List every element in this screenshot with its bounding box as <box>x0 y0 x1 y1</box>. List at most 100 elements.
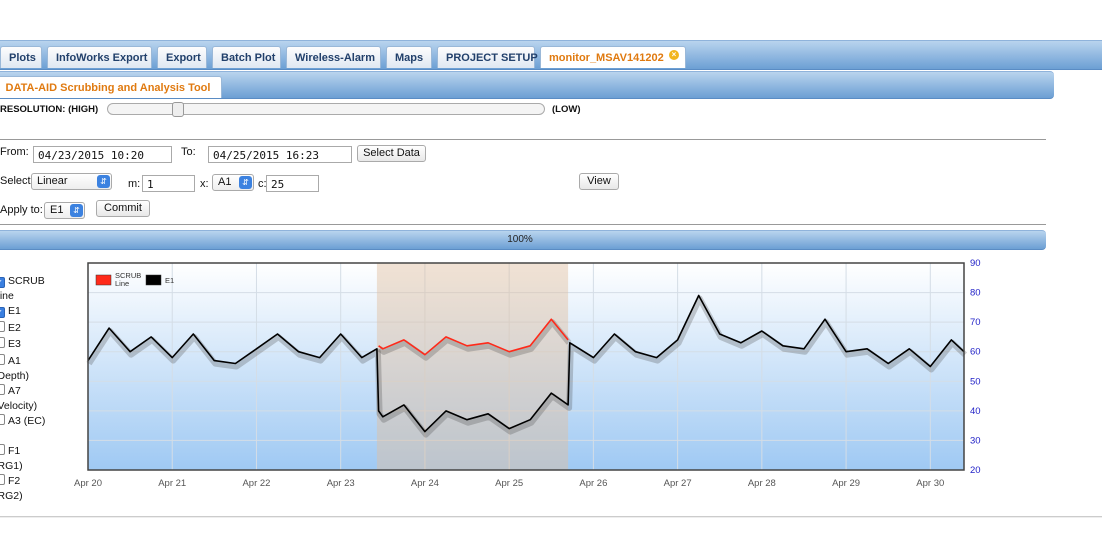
tab[interactable]: Plots <box>0 46 42 68</box>
app-window: Plots InfoWorks Export Export Batch Plot Wir… <box>0 38 1102 518</box>
from-input[interactable]: 04/23/2015 10:20 <box>33 146 172 163</box>
from-label: From: <box>0 146 29 158</box>
checkbox[interactable]: ✓ <box>0 307 5 318</box>
checklist-item[interactable]: E3 <box>0 337 48 352</box>
plot-border <box>87 262 965 471</box>
checkbox[interactable] <box>0 413 5 425</box>
tab[interactable]: Export <box>157 46 207 68</box>
select-data-button[interactable]: Select Data <box>357 145 426 162</box>
apply-dropdown[interactable]: E1 ⇵ <box>44 202 85 219</box>
m-label: m: <box>128 178 141 190</box>
x-label: x: <box>200 178 209 190</box>
tab[interactable]: Wireless-Alarm <box>286 46 381 68</box>
tab[interactable]: Maps <box>386 46 432 68</box>
y-tick-label: 60 <box>970 347 981 358</box>
checklist-item[interactable]: E2 <box>0 320 48 336</box>
checklist-item[interactable]: F2 (RG2) <box>0 473 48 504</box>
window-shadow <box>0 516 1102 518</box>
slider-handle[interactable] <box>172 102 184 117</box>
checklist-item[interactable]: A7 (Velocity) <box>0 383 48 414</box>
plot-area <box>88 263 964 470</box>
line-shadow <box>377 319 572 361</box>
legend-label: SCRUB Line <box>115 271 141 288</box>
x-tick-label: Apr 30 <box>916 478 944 489</box>
checkbox-label: A3 (EC) <box>8 414 46 427</box>
legend-swatch <box>95 274 112 286</box>
resolution-slider[interactable] <box>107 102 545 117</box>
tab[interactable]: InfoWorks Export <box>47 46 152 68</box>
select-label: Select: <box>0 175 34 187</box>
view-button[interactable]: View <box>579 173 619 190</box>
checkbox-label: F2 (RG2) <box>0 474 23 502</box>
divider <box>0 139 1046 140</box>
tab[interactable]: monitor_MSAV141202 × <box>540 46 686 68</box>
series-line <box>378 318 569 356</box>
checkbox[interactable] <box>0 443 5 455</box>
y-tick-label: 50 <box>970 376 981 387</box>
checkbox-label: A7 (Velocity) <box>0 384 38 412</box>
to-label: To: <box>181 146 196 158</box>
checkbox-label: F1 (RG1) <box>0 444 23 472</box>
checklist-item[interactable]: A1 (Depth) <box>0 353 48 384</box>
series-line <box>87 294 965 433</box>
checkbox-label: E1 <box>8 305 21 317</box>
checkbox-label: SCRUB Line <box>0 275 45 302</box>
resolution-low: (LOW) <box>552 104 581 115</box>
checkbox-label: A1 (Depth) <box>0 354 30 382</box>
checkbox-label: E2 <box>8 321 21 334</box>
selection-region <box>376 263 569 470</box>
resolution-high: RESOLUTION: (HIGH) <box>0 104 99 115</box>
x-tick-label: Apr 26 <box>579 478 607 489</box>
tab-bar: Plots InfoWorks Export Export Batch Plot Wir… <box>0 40 1102 70</box>
y-tick-label: 30 <box>970 435 981 446</box>
x-tick-label: Apr 27 <box>664 478 692 489</box>
dropdown-arrow: ⇵ <box>70 204 83 217</box>
checkbox[interactable] <box>0 320 5 332</box>
apply-label: Apply to: <box>0 204 43 216</box>
x-tick-label: Apr 29 <box>832 478 860 489</box>
legend-swatch <box>145 274 162 286</box>
tab[interactable]: PROJECT SETUP <box>437 46 538 68</box>
checkbox[interactable] <box>0 383 5 395</box>
checkbox[interactable]: ✓ <box>0 277 5 288</box>
m-input[interactable]: 1 <box>142 175 195 192</box>
x-tick-label: Apr 23 <box>327 478 355 489</box>
subtab[interactable]: DATA-AID Scrubbing and Analysis Tool <box>0 76 222 98</box>
y-tick-label: 90 <box>970 258 981 269</box>
x-value: A1 <box>218 176 232 188</box>
legend-label: E1 <box>165 276 174 285</box>
commit-button[interactable]: Commit <box>96 200 150 217</box>
x-tick-label: Apr 21 <box>158 478 186 489</box>
x-tick-label: Apr 25 <box>495 478 523 489</box>
y-tick-label: 80 <box>970 288 981 299</box>
y-tick-label: 40 <box>970 406 981 417</box>
x-tick-label: Apr 20 <box>74 478 102 489</box>
x-dropdown[interactable]: A1 ⇵ <box>212 174 254 191</box>
progress-bar: 100% <box>0 230 1046 250</box>
subtab-bar: DATA-AID Scrubbing and Analysis Tool <box>0 71 1054 99</box>
select-dropdown[interactable]: Linear ⇵ <box>31 173 112 190</box>
dropdown-arrow: ⇵ <box>97 175 110 188</box>
y-tick-label: 20 <box>970 465 981 476</box>
apply-value: E1 <box>50 204 64 216</box>
checklist-item[interactable]: ✓E1 <box>0 304 48 319</box>
checklist-item[interactable]: F1 (RG1) <box>0 443 48 474</box>
x-tick-label: Apr 28 <box>748 478 776 489</box>
checklist-item[interactable]: ✓SCRUB Line <box>0 274 48 304</box>
tab-close[interactable]: × <box>669 50 679 60</box>
select-value: Linear <box>37 175 68 187</box>
to-input[interactable]: 04/25/2015 16:23 <box>208 146 352 163</box>
divider <box>0 224 1046 225</box>
tab[interactable]: Batch Plot <box>212 46 281 68</box>
checkbox[interactable] <box>0 353 5 365</box>
checklist-item[interactable]: A3 (EC) <box>0 413 48 429</box>
checkbox[interactable] <box>0 473 5 485</box>
c-input[interactable]: 25 <box>266 175 319 192</box>
checkbox-label: E3 <box>8 338 21 350</box>
x-tick-label: Apr 22 <box>242 478 270 489</box>
x-tick-label: Apr 24 <box>411 478 439 489</box>
line-shadow <box>86 295 968 438</box>
checkbox[interactable] <box>0 337 5 348</box>
